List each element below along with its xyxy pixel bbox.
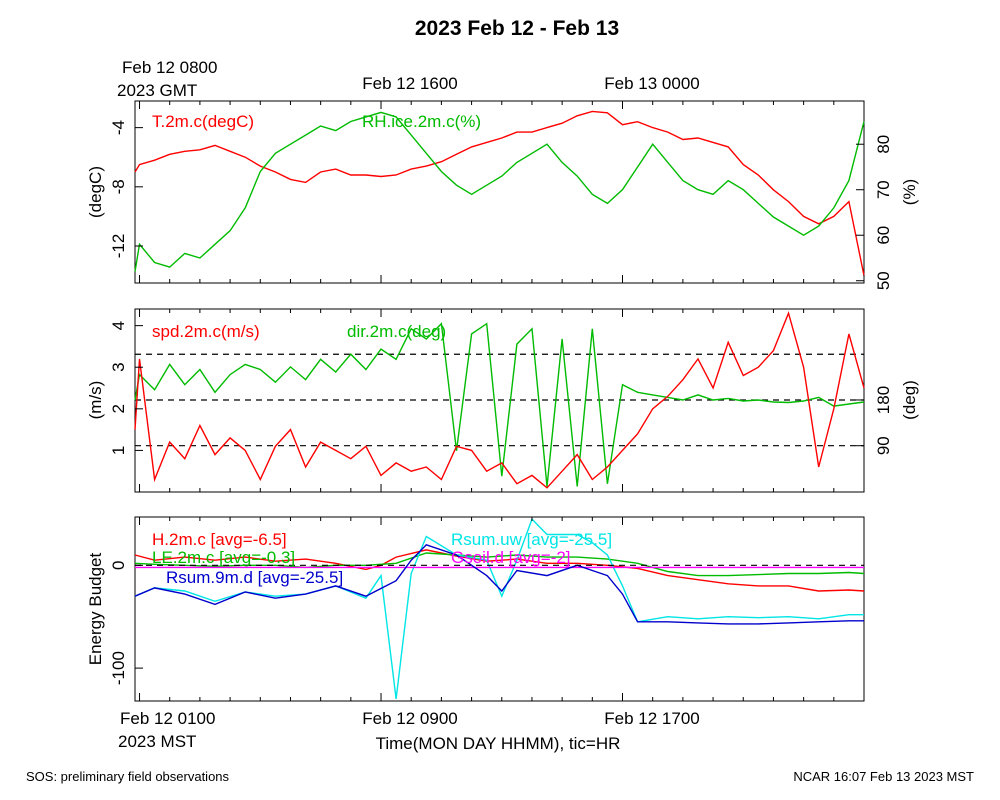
bottom-axis-label-2: Feb 12 1700 [604, 709, 699, 728]
legend-dir-2m: dir.2m.c(deg) [347, 322, 446, 341]
panel-2-left-axis-label: (m/s) [86, 381, 105, 420]
legend-rh-ice-2m: RH.ice.2m.c(%) [362, 112, 481, 131]
series-t-2m-line [134, 110, 865, 276]
footer-left: SOS: preliminary field observations [26, 769, 230, 784]
series-rsum-uw-line [134, 517, 864, 699]
top-axis-label-2: Feb 13 0000 [604, 74, 699, 93]
panel-1-right-tick-label: 80 [874, 135, 893, 154]
panel-3-series [134, 517, 865, 699]
series-rh-ice-2m-line [134, 111, 865, 272]
panel-1-right-axis-label: (%) [900, 179, 919, 205]
panel-3-left-tick-label: 0 [109, 561, 128, 570]
panel-3-left-axis-label: Energy Budget [86, 552, 105, 665]
panel-2-right-axis-label: (deg) [900, 380, 919, 420]
panel-1-series [134, 110, 865, 276]
panel-1-right-tick-label: 60 [874, 226, 893, 245]
chart-title: 2023 Feb 12 - Feb 13 [415, 17, 619, 40]
series-dir-2m-line [134, 322, 865, 487]
panel-1-left-tick-label: -4 [109, 120, 128, 135]
series-rsum-9m-line [134, 543, 864, 625]
top-axis-label-1: Feb 12 1600 [362, 74, 457, 93]
legend-spd-2m: spd.2m.c(m/s) [152, 322, 260, 341]
footer-right: NCAR 16:07 Feb 13 2023 MST [793, 769, 974, 784]
panel-3-frame [134, 516, 865, 702]
panel-2-series [134, 311, 865, 489]
panel-1-left-tick-label: -12 [109, 234, 128, 259]
panel-1-left-tick-label: -8 [109, 179, 128, 194]
panel-1-left-axis-label: (degC) [86, 166, 105, 218]
panel-2-right-tick-label: 180 [874, 386, 893, 414]
panel-2-left-tick-label: 4 [109, 321, 128, 330]
legend-t-2m: T.2m.c(degC) [152, 112, 254, 131]
panel-1-right-tick-label: 50 [874, 271, 893, 290]
bottom-axis-first-label-line1: Feb 12 0100 [120, 709, 215, 728]
bottom-axis-first-label-line2: 2023 MST [118, 732, 196, 751]
axis-ticks [135, 101, 865, 701]
x-axis-title: Time(MON DAY HHMM), tic=HR [376, 734, 621, 753]
legend-le-2m: LE.2m.c [avg=-0.3] [152, 548, 295, 567]
legend-rsum-uw: Rsum.uw [avg=-25.5] [451, 530, 612, 549]
panel-2-right-tick-label: 90 [874, 436, 893, 455]
legend-rsum-9m: Rsum.9m.d [avg=-25.5] [166, 568, 343, 587]
panel-1-right-tick-label: 70 [874, 180, 893, 199]
panel-2-left-tick-label: 1 [109, 446, 128, 455]
panel-2-left-tick-label: 2 [109, 404, 128, 413]
legend-h-2m: H.2m.c [avg=-6.5] [152, 530, 287, 549]
top-axis-first-label-line2: 2023 GMT [117, 81, 197, 100]
legend-gsoil-d: Gsoil.d [avg=-2] [451, 548, 571, 567]
panel-3-left-tick-label: -100 [109, 651, 128, 685]
bottom-axis-label-1: Feb 12 0900 [362, 709, 457, 728]
top-axis-first-label-line1: Feb 12 0800 [122, 58, 217, 77]
panel-2-left-tick-label: 3 [109, 362, 128, 371]
series-spd-2m-line [134, 311, 865, 489]
panel-1-frame [134, 100, 865, 284]
